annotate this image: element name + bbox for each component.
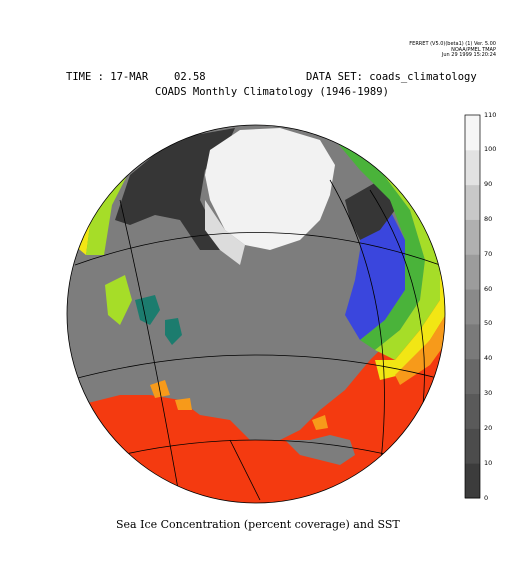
plot-title: COADS Monthly Climatology (1946-1989) bbox=[155, 86, 389, 98]
parallel-1 bbox=[74, 232, 441, 266]
colorbar-tick-label: 0 bbox=[484, 493, 489, 502]
figure-caption: Sea Ice Concentration (percent coverage)… bbox=[116, 518, 400, 531]
sst-orange-coast-2 bbox=[175, 398, 192, 410]
dataset-label: DATA SET: coads_climatology bbox=[306, 71, 477, 83]
sst-lime-patch-west bbox=[105, 275, 132, 325]
sst-band-green-east bbox=[335, 140, 425, 350]
ice-mid-concentration bbox=[205, 200, 245, 265]
land-southeast-asia bbox=[285, 435, 355, 465]
parallel-2 bbox=[69, 354, 445, 381]
ice-high-concentration bbox=[205, 128, 335, 250]
stamp-line3: Jun 29 1999 15:20:24 bbox=[441, 52, 496, 58]
sst-band-dark-east bbox=[345, 180, 395, 240]
graticule bbox=[69, 179, 445, 501]
colorbar-tick-label: 110 bbox=[484, 110, 497, 119]
parallel-3 bbox=[99, 439, 411, 461]
colorbar-tick-label: 40 bbox=[484, 354, 493, 363]
colorbar-tick-label: 90 bbox=[484, 180, 493, 189]
meridian-3 bbox=[369, 189, 425, 431]
colorbar-tick-label: 10 bbox=[484, 458, 493, 467]
time-value: 02.58 bbox=[174, 71, 206, 83]
colorbar-tick-label: 20 bbox=[484, 423, 493, 432]
meridian-1 bbox=[119, 199, 181, 501]
sst-band-orange-east bbox=[395, 240, 445, 385]
time-label: TIME : 17-MAR bbox=[66, 71, 149, 83]
colorbar-tick-label: 50 bbox=[484, 319, 493, 328]
ferret-stamp: FERRET (V5.0)(beta1) (1) Ver. 5.00 NOAA/… bbox=[400, 41, 496, 59]
colorbar-tick-label: 80 bbox=[484, 214, 493, 223]
globe-outline bbox=[66, 124, 446, 504]
meridian-4 bbox=[229, 439, 261, 501]
stamp-line2: NOAA/PMEL TMAP bbox=[451, 46, 496, 53]
sst-teal-patch-2 bbox=[165, 318, 182, 345]
colorbar-tick-label: 70 bbox=[484, 249, 493, 258]
colorbar-tick-label: 30 bbox=[484, 389, 493, 398]
sst-orange-coast-3 bbox=[312, 415, 328, 430]
colorbar-tick-label: 60 bbox=[484, 284, 493, 293]
meridian-2 bbox=[329, 179, 385, 471]
stamp-line1: FERRET (V5.0)(beta1) (1) Ver. 5.00 bbox=[409, 41, 496, 47]
colorbar-tick-label: 100 bbox=[484, 145, 497, 154]
sst-teal-patch-1 bbox=[135, 295, 160, 325]
